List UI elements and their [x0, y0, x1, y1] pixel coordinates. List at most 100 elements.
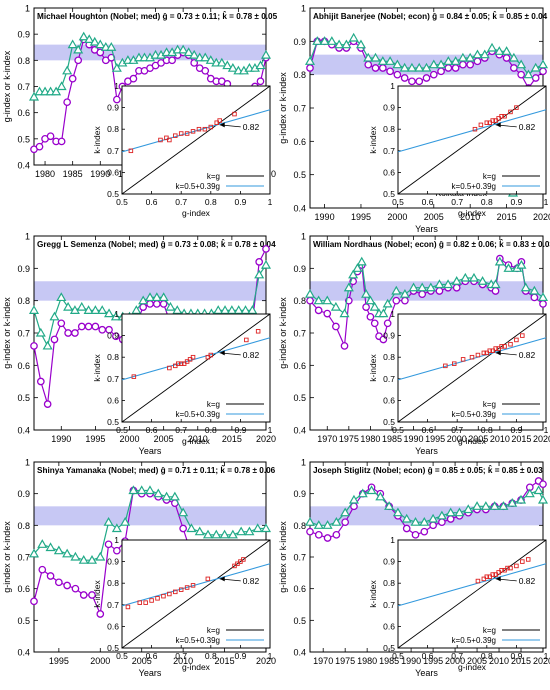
y-tick-label: 0.4: [17, 648, 30, 658]
annotation-arrowhead: [495, 350, 501, 356]
series-point: [213, 305, 224, 314]
annotation-arrowhead: [219, 350, 225, 356]
inset-x-tick-label: 0.7: [451, 651, 463, 661]
series-point: [537, 59, 549, 69]
chart-panel: 0.4 0.5 0.6 0.7 0.8 0.9 1 1990 1995 2000 2005 2010 2…: [2, 232, 276, 457]
inset-point: [208, 352, 214, 358]
series-point: [30, 597, 38, 606]
inset-y-tick-label: 0.5: [107, 189, 119, 199]
inset-point: [460, 357, 466, 362]
inset-point: [158, 137, 163, 143]
y-tick-label: 1: [25, 458, 30, 468]
y-tick-label: 1: [25, 4, 30, 14]
inset-point: [131, 374, 137, 379]
inset-x-tick-label: 0.7: [175, 425, 187, 435]
inset-y-tick-label: 0.6: [383, 395, 395, 405]
inset-point: [484, 574, 490, 579]
series-point: [339, 308, 350, 318]
x-tick-label: 1975: [339, 434, 359, 444]
fit-line: [397, 563, 547, 607]
annotation-label: 0.82: [519, 350, 536, 360]
series-point: [472, 49, 483, 59]
inset-point: [202, 126, 208, 132]
series-point: [178, 44, 189, 54]
mean-band: [34, 506, 266, 526]
series-point: [79, 591, 88, 599]
inset-point: [505, 565, 510, 571]
series-point: [240, 305, 251, 314]
series-point: [537, 494, 549, 504]
series-point: [113, 95, 121, 104]
inset-point: [508, 109, 513, 115]
series-point: [313, 295, 324, 305]
inset-y-tick-label: 0.7: [107, 146, 119, 156]
x-tick-label: 1985: [63, 169, 83, 179]
x-tick-label: 2015: [511, 434, 531, 444]
inset-point: [173, 133, 178, 138]
inset-x-tick-label: 0.9: [234, 425, 246, 435]
series-point: [420, 527, 429, 536]
annotation-label: 0.82: [243, 122, 260, 132]
chart-title: Abhijit Banerjee (Nobel; econ) ĝ = 0.84 …: [313, 11, 548, 21]
inset-point: [502, 113, 507, 119]
series-point: [385, 56, 396, 65]
series-point: [128, 485, 139, 495]
series-point: [410, 516, 421, 526]
x-tick-label: 1990: [90, 169, 110, 179]
series-point: [520, 282, 531, 292]
fit-line: [397, 109, 547, 153]
series-point: [382, 298, 393, 308]
series-point: [255, 60, 266, 70]
y-tick-label: 0.4: [293, 648, 306, 658]
series-point: [74, 56, 83, 65]
y-tick-label: 0.6: [293, 137, 306, 147]
inset-x-tick-label: 0.8: [481, 197, 493, 207]
x-tick-label: 2010: [173, 656, 193, 666]
x-tick-label: 2010: [489, 656, 509, 666]
series-point: [477, 276, 488, 285]
inset-point: [255, 329, 261, 334]
series-point: [393, 70, 402, 79]
inset-point: [178, 587, 184, 592]
inset: 0.5 0.6 0.7 0.8 0.9 1 0.5 0.6 0.7 0.8 0.9 1 g-index k…: [368, 309, 549, 446]
inset-x-tick-label: 0.9: [510, 651, 522, 661]
identity-line: [397, 85, 547, 195]
series-point: [401, 513, 412, 523]
series-point: [539, 300, 547, 308]
inset-x-tick-label: 0.5: [392, 651, 404, 661]
inset-point: [443, 363, 448, 369]
series-point: [69, 305, 80, 314]
inset-y-tick-label: 0.5: [107, 417, 119, 427]
x-axis-label: Years: [415, 668, 438, 678]
inset-point: [190, 583, 196, 588]
annotation-arrowhead: [495, 576, 501, 582]
y-tick-label: 0.7: [293, 104, 306, 114]
y-tick-label: 0.4: [293, 204, 306, 214]
inset-x-label: g-index: [458, 436, 487, 446]
series-point: [498, 501, 509, 510]
series-point: [418, 290, 427, 299]
series-point: [332, 530, 341, 539]
series-point: [189, 49, 200, 59]
series-point: [97, 305, 108, 314]
inset-y-label: k-index: [368, 354, 378, 382]
x-tick-label: 1990: [401, 656, 421, 666]
series-point: [120, 516, 131, 526]
x-tick-label: 1980: [357, 656, 377, 666]
x-axis-label: Years: [139, 668, 162, 678]
series-point: [83, 305, 94, 314]
x-tick-label: 1990: [51, 434, 71, 444]
inset-y-tick-label: 1: [390, 535, 395, 545]
series-point: [419, 516, 430, 526]
x-tick-label: 1995: [85, 434, 105, 444]
series-point: [76, 301, 87, 311]
series-point: [136, 485, 147, 495]
y-tick-label: 0.9: [17, 30, 30, 40]
inset-point: [143, 600, 148, 605]
y-axis-label: g-index or k-index: [2, 521, 12, 593]
series-point: [46, 132, 55, 141]
series-point: [105, 325, 113, 334]
inset-y-tick-label: 0.7: [383, 600, 395, 610]
y-tick-label: 0.4: [293, 426, 306, 436]
series-point: [190, 59, 199, 67]
